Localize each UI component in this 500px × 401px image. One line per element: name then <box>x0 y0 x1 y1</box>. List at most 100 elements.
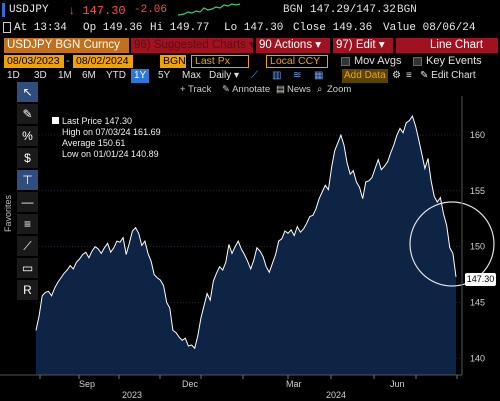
period-ytd[interactable]: YTD <box>106 70 126 81</box>
news-icon: ▤ <box>276 84 285 95</box>
zoom-icon: ⌕ <box>317 84 323 95</box>
stat-low: Lo 147.30 <box>224 22 284 34</box>
chart-legend: Last Price 147.30 High on 07/03/24 161.6… <box>52 116 161 160</box>
bid-ask-source-2: BGN <box>397 4 417 16</box>
period-1d[interactable]: 1D <box>7 70 20 81</box>
price-tool-icon[interactable]: $ <box>17 148 38 169</box>
stat-time: At 13:34 <box>14 22 67 34</box>
suggested-charts-button[interactable]: 96) Suggested Charts ▾ <box>131 38 253 53</box>
price-line <box>35 114 457 350</box>
legend-low: Low on 01/01/24 140.89 <box>62 149 159 159</box>
percent-tool-icon[interactable]: % <box>17 126 38 147</box>
settings-icon[interactable]: ⚙ <box>392 70 401 81</box>
menu-icon[interactable]: ≡ <box>406 70 412 81</box>
bid-ask: 147.29/147.32 <box>310 4 396 16</box>
edit-chart-button[interactable]: ✎ Edit Chart <box>420 70 476 81</box>
actions-button[interactable]: 90 Actions ▾ <box>256 38 330 53</box>
stat-value: Value 08/06/24 <box>383 22 476 34</box>
table-icon[interactable]: ▦ <box>314 70 324 81</box>
period-5y[interactable]: 5Y <box>158 70 171 81</box>
ticker-symbol[interactable]: USDJPY <box>9 4 49 16</box>
start-date-input[interactable]: 08/03/2023 <box>4 55 64 68</box>
actions-label: 90 Actions ▾ <box>259 39 322 51</box>
shape-tool-icon[interactable]: ▭ <box>17 258 38 279</box>
last-price-tag: 147.30 <box>465 273 496 286</box>
y-axis: 140 145 150 155 160 <box>470 130 485 363</box>
stat-open: Op 149.36 <box>83 22 143 34</box>
y-tick-label: 150 <box>470 242 485 252</box>
drawing-tools: ↖ ✎ % $ ⊤ — ≡ ⟋ ▭ R <box>17 82 38 301</box>
x-tick-label: Sep <box>79 379 95 389</box>
suggested-charts-label: 96) Suggested Charts ▾ <box>134 39 253 51</box>
period-max[interactable]: Max <box>182 70 201 81</box>
price-area <box>36 116 456 375</box>
ticker-bar: USDJPY ↓ 147.30 -2.06 BGN 147.29/147.32 … <box>0 0 500 21</box>
x-tick-label: Mar <box>286 379 302 389</box>
highlight-circle <box>409 201 495 287</box>
edit-button[interactable]: 97) Edit ▾ <box>333 38 393 53</box>
y-tick-label: 155 <box>470 186 485 196</box>
trend-tool-icon[interactable]: ⊤ <box>17 170 38 191</box>
mov-avgs-label: Mov Avgs <box>354 55 402 67</box>
chart-type-text: Line Chart <box>430 39 484 51</box>
y-tick-label: 140 <box>470 353 485 363</box>
favorites-label[interactable]: Favorites <box>3 195 13 233</box>
stat-high: Hi 149.77 <box>150 22 210 34</box>
period-1y[interactable]: 1Y <box>131 69 150 83</box>
horizontal-line-icon[interactable]: — <box>17 192 38 213</box>
compare-icon[interactable]: ≋ <box>293 70 302 81</box>
x-axis: Sep Dec Mar Jun <box>39 375 458 389</box>
year-label-2023: 2023 <box>122 390 142 400</box>
pen-tool-icon[interactable]: ✎ <box>17 104 38 125</box>
date-separator: - <box>66 55 70 67</box>
ray-tool-icon[interactable]: ⟋ <box>17 236 38 257</box>
track-tool[interactable]: + Track <box>180 84 212 95</box>
legend-last: Last Price 147.30 <box>52 116 161 127</box>
x-tick-label: Jun <box>390 379 405 389</box>
ticker-last-price: ↓ 147.30 <box>68 4 126 18</box>
security-field[interactable]: USDJPY BGN Curncy <box>4 38 129 53</box>
frequency-select[interactable]: Daily ▾ <box>209 70 240 81</box>
document-icon[interactable] <box>3 22 11 33</box>
period-selector: 1D 3D 1M 6M YTD 1Y 5Y Max Daily ▾ ⟋ ▥ ≋ … <box>0 69 500 83</box>
security-label: USDJPY BGN Curncy <box>7 39 120 51</box>
ticker-change: -2.06 <box>134 4 168 16</box>
annotate-tool[interactable]: ✎ Annotate <box>222 84 271 95</box>
legend-average: Average 150.61 <box>62 138 126 148</box>
bid-ask-source: BGN <box>283 4 303 16</box>
key-events-label: Key Events <box>426 55 482 67</box>
legend-high: High on 07/03/24 161.69 <box>62 127 161 137</box>
mov-avgs-checkbox[interactable] <box>341 57 350 66</box>
x-tick-label: Dec <box>182 379 199 389</box>
chart-inputs: 08/03/2023 - 08/02/2024 BGN Last Px Loca… <box>0 54 500 69</box>
legend-last-text: Last Price 147.30 <box>62 116 133 126</box>
chart-type-label: Line Chart <box>396 38 498 53</box>
currency-select[interactable]: Local CCY <box>266 55 328 68</box>
news-tool[interactable]: News <box>287 84 311 95</box>
period-1m[interactable]: 1M <box>58 70 72 81</box>
period-3d[interactable]: 3D <box>34 70 47 81</box>
legend-swatch <box>52 117 59 124</box>
y-tick-label: 145 <box>470 297 485 307</box>
bar-style-icon[interactable]: ▥ <box>272 70 282 81</box>
add-data-button[interactable]: Add Data <box>342 69 388 83</box>
zoom-tool[interactable]: Zoom <box>327 84 352 95</box>
reset-tool-icon[interactable]: R <box>17 280 38 301</box>
ticker-stats: At 13:34 Op 149.36 Hi 149.77 Lo 147.30 C… <box>0 20 500 37</box>
ticker-marker <box>2 3 5 17</box>
y-tick-label: 160 <box>470 130 485 140</box>
source-input[interactable]: BGN <box>160 55 186 68</box>
cursor-tool-icon[interactable]: ↖ <box>17 82 38 103</box>
price-chart[interactable]: 140 145 150 155 160 Sep Dec Mar Jun 2023 2024 <box>0 96 500 401</box>
chart-tools: + Track ✎ Annotate ▤ News ⌕ Zoom <box>0 83 500 96</box>
fib-tool-icon[interactable]: ≡ <box>17 214 38 235</box>
edit-label: 97) Edit ▾ <box>336 39 385 51</box>
stat-close: Close 149.36 <box>293 22 373 34</box>
line-style-icon[interactable]: ⟋ <box>251 70 258 81</box>
year-label-2024: 2024 <box>326 390 346 400</box>
end-date-input[interactable]: 08/02/2024 <box>73 55 133 68</box>
command-bar: USDJPY BGN Curncy 96) Suggested Charts ▾… <box>0 37 500 54</box>
field-select[interactable]: Last Px <box>191 55 249 68</box>
key-events-checkbox[interactable] <box>413 57 422 66</box>
period-6m[interactable]: 6M <box>82 70 96 81</box>
